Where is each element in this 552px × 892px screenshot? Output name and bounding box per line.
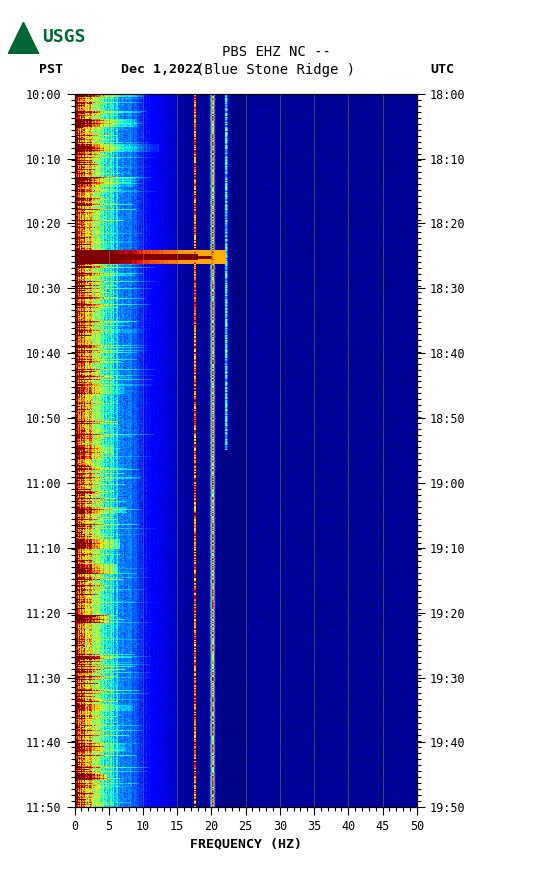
Text: Dec 1,2022: Dec 1,2022 bbox=[121, 63, 201, 76]
X-axis label: FREQUENCY (HZ): FREQUENCY (HZ) bbox=[190, 838, 301, 851]
Text: USGS: USGS bbox=[42, 29, 85, 46]
Text: PST: PST bbox=[40, 63, 63, 76]
Text: PBS EHZ NC --: PBS EHZ NC -- bbox=[221, 45, 331, 59]
Text: (Blue Stone Ridge ): (Blue Stone Ridge ) bbox=[197, 62, 355, 77]
Text: UTC: UTC bbox=[431, 63, 454, 76]
Polygon shape bbox=[8, 22, 39, 54]
